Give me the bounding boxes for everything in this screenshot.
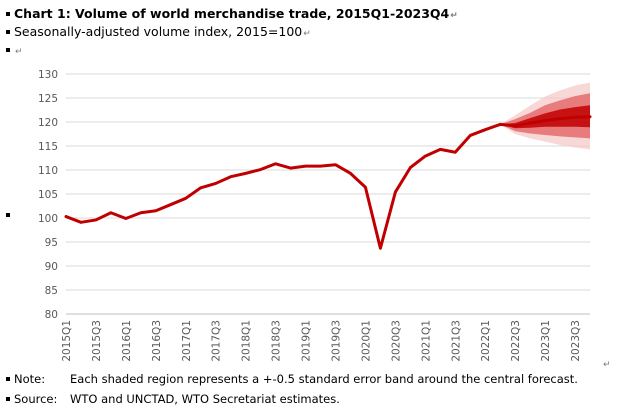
x-tick-label: 2018Q3 xyxy=(271,320,283,362)
paragraph-mark-icon: ↵ xyxy=(450,11,458,21)
series-line xyxy=(64,115,592,250)
y-tick-label: 125 xyxy=(38,93,58,105)
y-tick-label: 115 xyxy=(38,141,58,153)
y-tick-label: 85 xyxy=(45,285,58,297)
y-tick-label: 100 xyxy=(38,213,58,225)
series-line-layer xyxy=(64,115,592,250)
forecast-band-3 xyxy=(500,105,590,129)
gridlines xyxy=(66,73,590,315)
x-tick-label: 2022Q3 xyxy=(510,320,522,362)
paragraph-mark-icon: ↵ xyxy=(15,47,23,57)
x-tick-label: 2019Q3 xyxy=(330,320,342,362)
note-row: Note: Each shaded region represents a +-0… xyxy=(6,372,578,386)
paragraph-mark-icon: ↵ xyxy=(303,29,311,39)
x-tick-label: 2018Q1 xyxy=(241,320,253,362)
square-bullet-icon xyxy=(6,29,10,34)
chart-title: Chart 1: Volume of world merchandise tra… xyxy=(6,6,458,21)
paragraph-mark-icon: ↵ xyxy=(603,360,611,370)
x-axis-ticks: 2015Q1 2015Q3 2016Q1 2016Q3 2017Q1 2017Q3 2018… xyxy=(61,320,582,362)
y-tick-label: 90 xyxy=(45,261,58,273)
x-tick-label: 2020Q1 xyxy=(360,320,372,362)
x-tick-label: 2019Q1 xyxy=(301,320,313,362)
x-tick-label: 2015Q1 xyxy=(61,320,73,362)
y-tick-label: 130 xyxy=(38,69,58,81)
source-row: Source: WTO and UNCTAD, WTO Secretariat e… xyxy=(6,392,340,406)
x-tick-label: 2021Q1 xyxy=(420,320,432,362)
y-tick-label: 95 xyxy=(45,237,58,249)
square-bullet-icon xyxy=(6,396,10,401)
x-tick-label: 2020Q3 xyxy=(390,320,402,362)
x-tick-label: 2015Q3 xyxy=(91,320,103,362)
x-tick-label: 2023Q3 xyxy=(570,320,582,362)
blank-paragraph: ↵ xyxy=(6,42,23,57)
note-text: Each shaded region represents a +-0.5 st… xyxy=(70,372,578,386)
x-tick-label: 2021Q3 xyxy=(450,320,462,362)
x-tick-label: 2016Q1 xyxy=(121,320,133,362)
source-text: WTO and UNCTAD, WTO Secretariat estimate… xyxy=(70,392,340,406)
x-tick-label: 2017Q3 xyxy=(211,320,223,362)
y-axis-ticks: 80 85 90 95 100 105 110 115 120 125 130 xyxy=(38,69,58,321)
source-label: Source: xyxy=(14,392,58,406)
x-tick-label: 2023Q1 xyxy=(540,320,552,362)
square-bullet-icon xyxy=(6,47,10,52)
y-tick-label: 110 xyxy=(38,165,58,177)
x-tick-label: 2016Q3 xyxy=(151,320,163,362)
x-tick-label: 2017Q1 xyxy=(181,320,193,362)
y-tick-label: 120 xyxy=(38,117,58,129)
forecast-bands xyxy=(500,82,590,150)
chart-subtitle: Seasonally-adjusted volume index, 2015=1… xyxy=(6,24,311,39)
square-bullet-icon xyxy=(6,376,10,381)
y-tick-label: 105 xyxy=(38,189,58,201)
square-bullet-icon xyxy=(6,11,10,16)
note-label: Note: xyxy=(14,372,46,386)
x-tick-label: 2022Q1 xyxy=(480,320,492,362)
square-bullet-icon xyxy=(6,213,10,217)
y-tick-label: 80 xyxy=(45,309,58,321)
